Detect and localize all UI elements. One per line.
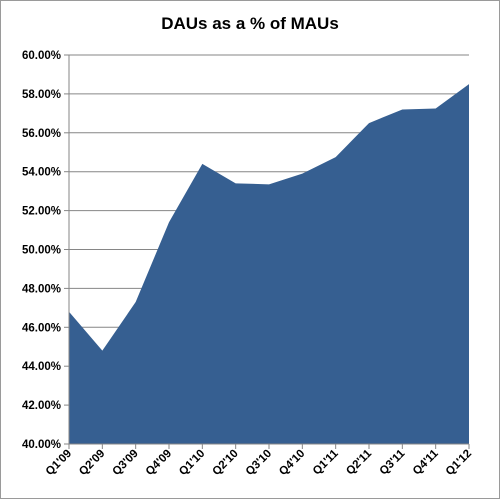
x-tick-label: Q3'11 xyxy=(378,447,408,477)
x-tick-label: Q2'09 xyxy=(77,448,107,478)
area-series xyxy=(69,84,469,445)
x-tick-label: Q3'09 xyxy=(110,448,140,478)
x-tick-label: Q3'10 xyxy=(244,448,274,478)
y-tick-label: 40.00% xyxy=(22,439,61,451)
data-point xyxy=(400,107,404,111)
y-tick-label: 52.00% xyxy=(22,206,61,218)
data-point xyxy=(200,162,204,166)
x-tick-label: Q4'11 xyxy=(411,447,441,477)
y-tick-label: 54.00% xyxy=(22,167,61,179)
x-tick-label: Q1'11 xyxy=(311,447,341,477)
data-point xyxy=(167,220,171,224)
y-tick-label: 50.00% xyxy=(22,245,61,257)
x-tick-label: Q2'10 xyxy=(210,448,240,478)
data-point xyxy=(267,182,271,186)
data-point xyxy=(467,82,471,86)
x-tick-label: Q2'11 xyxy=(344,447,374,477)
chart-title: DAUs as a % of MAUs xyxy=(161,14,339,33)
data-point xyxy=(100,349,104,353)
y-tick-label: 48.00% xyxy=(22,283,61,295)
y-tick-label: 56.00% xyxy=(22,128,61,140)
y-tick-label: 58.00% xyxy=(22,89,61,101)
y-tick-label: 44.00% xyxy=(22,361,61,373)
y-tick-label: 60.00% xyxy=(22,50,61,62)
data-point xyxy=(434,106,438,110)
data-point xyxy=(367,121,371,125)
y-tick-label: 46.00% xyxy=(22,322,61,334)
x-tick-label: Q1'10 xyxy=(177,448,207,478)
data-point xyxy=(300,172,304,176)
x-tick-label: Q1'12 xyxy=(444,448,474,478)
x-tick-label: Q1'09 xyxy=(44,448,74,478)
data-point xyxy=(134,300,138,304)
x-tick-label: Q4'10 xyxy=(277,448,307,478)
data-point xyxy=(334,155,338,159)
data-point xyxy=(234,181,238,185)
x-tick-label: Q4'09 xyxy=(144,448,174,478)
y-tick-label: 42.00% xyxy=(22,400,61,412)
